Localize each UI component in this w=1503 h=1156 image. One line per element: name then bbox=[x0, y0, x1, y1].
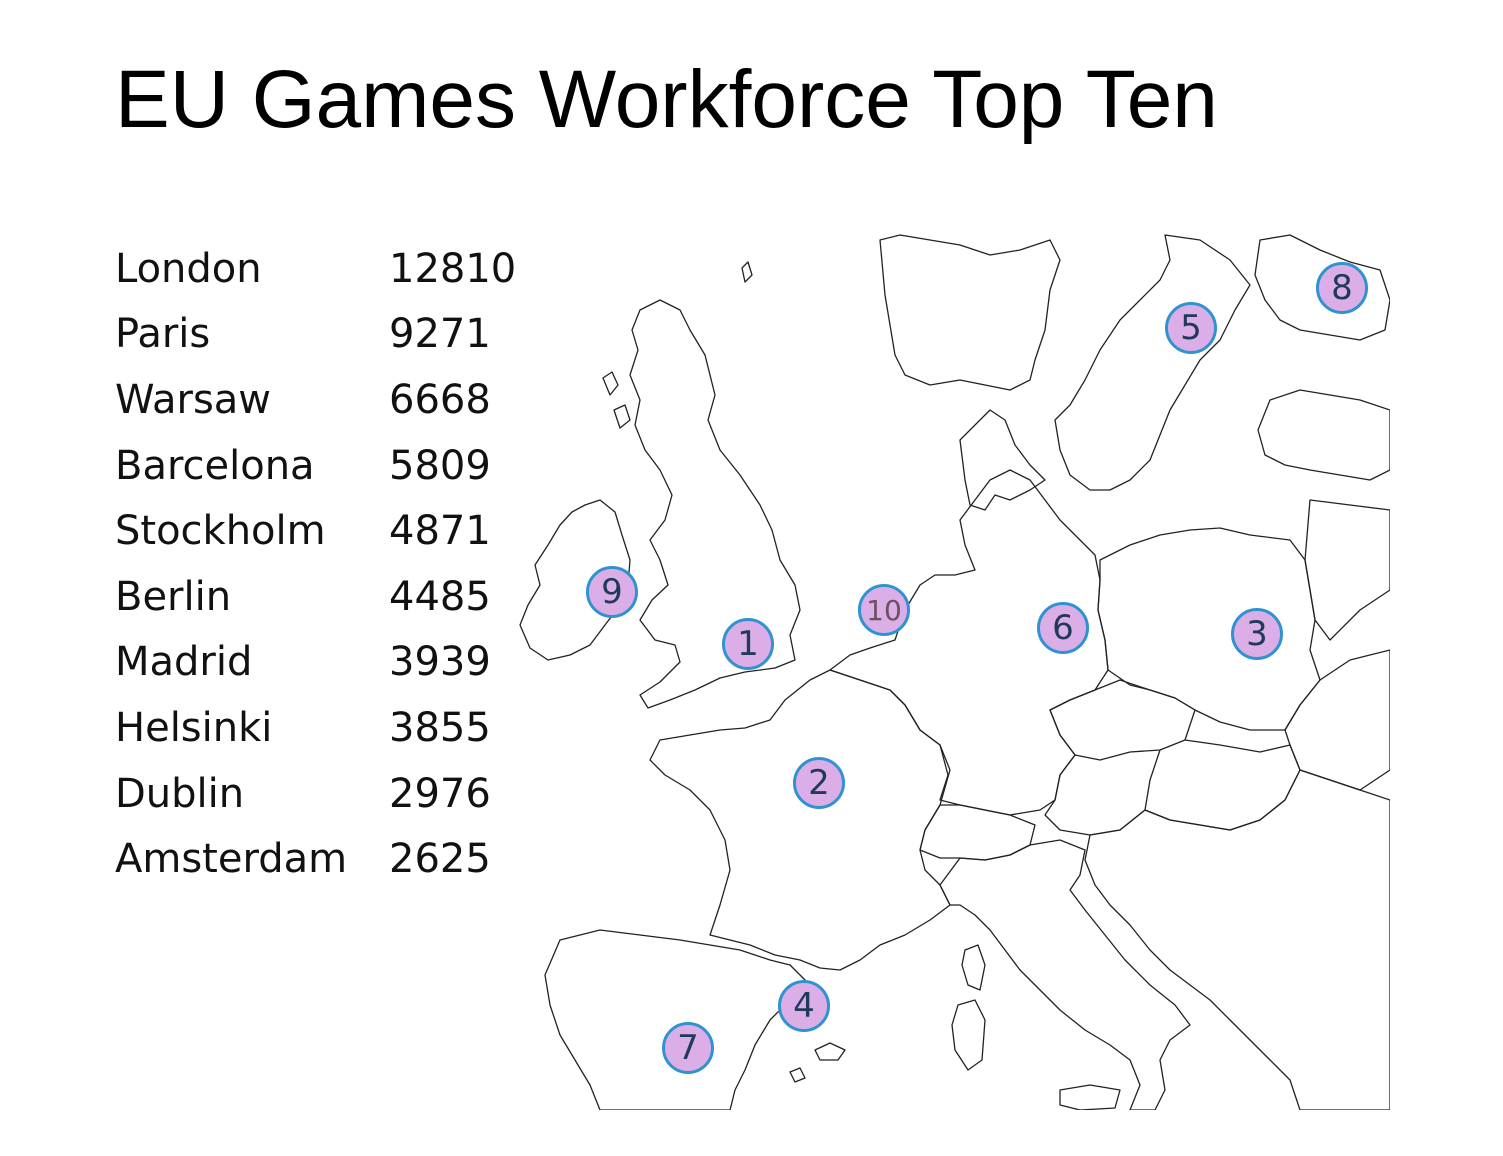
marker-label: 1 bbox=[737, 624, 759, 664]
ranking-row: Stockholm 4871 bbox=[115, 498, 516, 564]
mediterranean-islands bbox=[789, 944, 986, 1083]
map-marker-warsaw: 3 bbox=[1231, 608, 1283, 660]
ranking-value: 2625 bbox=[389, 836, 491, 883]
ranking-row: Berlin 4485 bbox=[115, 564, 516, 630]
marker-label: 2 bbox=[808, 763, 830, 803]
ranking-row: Warsaw 6668 bbox=[115, 367, 516, 433]
scandinavia-outline bbox=[879, 234, 1251, 491]
ranking-row: Barcelona 5809 bbox=[115, 433, 516, 499]
ranking-row: Dublin 2976 bbox=[115, 761, 516, 827]
great-britain-outline bbox=[629, 299, 801, 709]
map-marker-barcelona: 4 bbox=[778, 980, 830, 1032]
europe-outline-map bbox=[519, 234, 1390, 1110]
balkans-outline bbox=[1084, 769, 1390, 1110]
scottish-islands bbox=[602, 261, 753, 429]
ranking-row: Amsterdam 2625 bbox=[115, 826, 516, 892]
ranking-row: Paris 9271 bbox=[115, 302, 516, 368]
italy-outline bbox=[939, 839, 1191, 1110]
map-marker-berlin: 6 bbox=[1037, 602, 1089, 654]
page-title: EU Games Workforce Top Ten bbox=[115, 54, 1218, 145]
ranking-value: 3939 bbox=[389, 639, 491, 686]
marker-label: 9 bbox=[601, 572, 623, 612]
ranking-city: Barcelona bbox=[115, 442, 315, 489]
ranking-value: 5809 bbox=[389, 442, 491, 489]
sicily-outline bbox=[1059, 1084, 1121, 1110]
map-marker-london: 1 bbox=[722, 618, 774, 670]
belarus-ukraine-outline bbox=[1284, 499, 1390, 791]
ranking-city: Dublin bbox=[115, 770, 245, 817]
map-marker-stockholm: 5 bbox=[1165, 302, 1217, 354]
ranking-value: 6668 bbox=[389, 376, 491, 423]
ranking-city: Madrid bbox=[115, 639, 253, 686]
france-outline bbox=[649, 669, 951, 971]
marker-label: 4 bbox=[793, 986, 815, 1026]
map-marker-helsinki: 8 bbox=[1316, 262, 1368, 314]
ranking-row: Madrid 3939 bbox=[115, 630, 516, 696]
map-marker-dublin: 9 bbox=[586, 566, 638, 618]
ranking-row: London 12810 bbox=[115, 236, 516, 302]
ranking-value: 3855 bbox=[389, 704, 491, 751]
ranking-city: London bbox=[115, 245, 262, 292]
ranking-city: Amsterdam bbox=[115, 836, 348, 883]
europe-map: 1 2 3 4 5 6 7 8 9 10 bbox=[510, 225, 1390, 1110]
central-europe-outline bbox=[1044, 679, 1301, 836]
ranking-city: Stockholm bbox=[115, 508, 326, 555]
ranking-city: Paris bbox=[115, 311, 211, 358]
ranking-city: Warsaw bbox=[115, 376, 272, 423]
ranking-city: Berlin bbox=[115, 573, 232, 620]
denmark-outline bbox=[959, 409, 1046, 511]
ranking-value: 4871 bbox=[389, 508, 491, 555]
marker-label: 6 bbox=[1052, 608, 1074, 648]
ireland-outline bbox=[519, 499, 631, 661]
ranking-row: Helsinki 3855 bbox=[115, 695, 516, 761]
map-marker-amsterdam: 10 bbox=[858, 584, 910, 636]
iberia-outline bbox=[544, 929, 806, 1110]
ranking-value: 4485 bbox=[389, 573, 491, 620]
ranking-value: 9271 bbox=[389, 311, 491, 358]
poland-outline bbox=[1097, 527, 1321, 731]
marker-label: 7 bbox=[677, 1028, 699, 1068]
ranking-value: 2976 bbox=[389, 770, 491, 817]
marker-label: 8 bbox=[1331, 268, 1353, 308]
map-marker-madrid: 7 bbox=[662, 1022, 714, 1074]
ranking-list: London 12810 Paris 9271 Warsaw 6668 Barcelo… bbox=[115, 236, 516, 892]
marker-label: 3 bbox=[1246, 614, 1268, 654]
ranking-value: 12810 bbox=[389, 245, 517, 292]
ranking-city: Helsinki bbox=[115, 704, 273, 751]
finland-baltics-outline bbox=[1254, 234, 1390, 481]
map-marker-paris: 2 bbox=[793, 757, 845, 809]
marker-label: 5 bbox=[1180, 308, 1202, 348]
marker-label: 10 bbox=[866, 593, 902, 627]
